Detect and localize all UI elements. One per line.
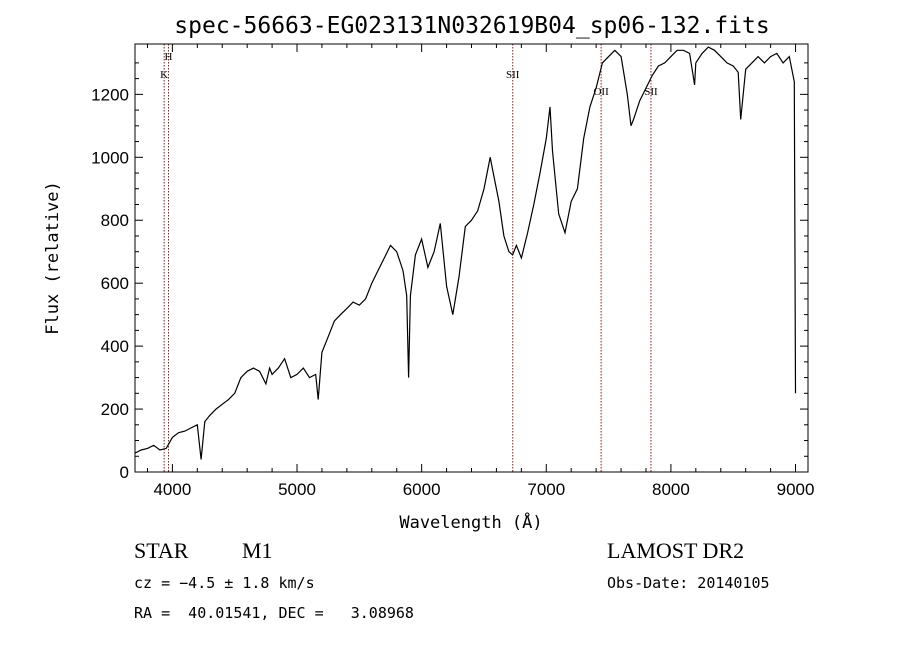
chart-title: spec-56663-EG023131N032619B04_sp06-132.f… bbox=[174, 13, 769, 39]
x-tick-label: 6000 bbox=[403, 480, 441, 499]
y-tick-label: 1000 bbox=[91, 148, 129, 167]
y-tick-label: 1200 bbox=[91, 85, 129, 104]
x-tick-label: 9000 bbox=[777, 480, 815, 499]
y-tick-label: 200 bbox=[101, 400, 129, 419]
spectrum-line bbox=[134, 46, 797, 460]
spectral-line-label: SII bbox=[506, 69, 520, 81]
plot-area: KH SII OII SII bbox=[134, 44, 797, 472]
y-tick-label: 800 bbox=[101, 211, 129, 230]
spectral-line-label: K bbox=[160, 69, 168, 81]
spectral-line-label: H bbox=[165, 51, 173, 63]
y-axis-label: Flux (relative) bbox=[43, 181, 63, 335]
y-tick-label: 600 bbox=[101, 274, 129, 293]
observation-date: Obs-Date: 20140105 bbox=[607, 574, 770, 592]
object-subclass: M1 bbox=[242, 538, 273, 563]
spectral-line-label: OII bbox=[593, 86, 609, 98]
plot-frame bbox=[134, 43, 809, 473]
x-tick-label: 4000 bbox=[153, 480, 191, 499]
axis-ticks: 4000 5000 6000 7000 8000 9000 0 200 400 600 800 100… bbox=[91, 44, 814, 499]
coordinates: RA = 40.01541, DEC = 3.08968 bbox=[134, 604, 414, 622]
redshift-cz: cz = −4.5 ± 1.8 km/s bbox=[134, 574, 315, 592]
y-tick-label: 0 bbox=[120, 463, 129, 482]
x-tick-label: 8000 bbox=[652, 480, 690, 499]
x-axis-label: Wavelength (Å) bbox=[399, 511, 542, 533]
x-tick-label: 7000 bbox=[527, 480, 565, 499]
spectral-line-label: SII bbox=[644, 86, 658, 98]
object-class: STAR bbox=[134, 538, 189, 563]
y-tick-label: 400 bbox=[101, 337, 129, 356]
survey-name: LAMOST DR2 bbox=[607, 538, 745, 563]
x-tick-label: 5000 bbox=[278, 480, 316, 499]
